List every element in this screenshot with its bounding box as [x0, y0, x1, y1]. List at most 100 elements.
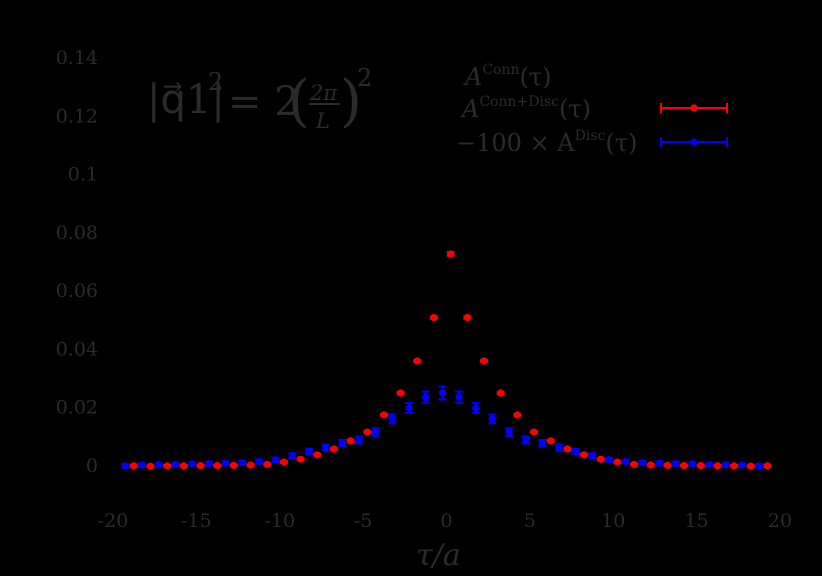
- x-tick-label: 0: [440, 510, 452, 532]
- data-point: [530, 428, 538, 436]
- annotation-close-paren: ): [340, 69, 362, 134]
- data-point: [280, 458, 288, 466]
- y-tick-label: 0.04: [56, 338, 98, 360]
- data-point: [705, 460, 713, 469]
- x-tick-label: 10: [601, 510, 625, 532]
- legend-marker: [660, 103, 728, 113]
- series-conn-plus-disc: [129, 250, 772, 470]
- data-point: [313, 451, 321, 459]
- data-point: [555, 443, 563, 452]
- legend: AConn(τ) AConn+Disc(τ) −100 × ADisc(τ): [456, 62, 728, 157]
- data-point: [713, 462, 722, 470]
- y-tick-label: 0.06: [56, 280, 98, 302]
- data-point: [730, 462, 738, 470]
- data-point: [438, 389, 446, 397]
- data-point: [755, 462, 763, 470]
- x-tick-label: -10: [264, 510, 295, 532]
- data-point: [488, 415, 496, 423]
- data-point: [213, 461, 221, 470]
- data-point: [580, 451, 588, 459]
- annotation-lhs: |q⃗1|: [147, 77, 225, 123]
- data-point: [622, 457, 630, 466]
- data-point: [405, 404, 413, 412]
- data-point: [497, 389, 505, 397]
- data-point: [188, 460, 196, 468]
- annotation-rhs-exponent: 2: [357, 64, 372, 92]
- data-point: [688, 460, 697, 468]
- data-point: [538, 439, 546, 447]
- legend-label: AConn(τ): [463, 62, 552, 91]
- legend-marker: [660, 71, 728, 81]
- annotation-fraction-numerator: 2π: [309, 81, 338, 105]
- data-point: [455, 393, 463, 401]
- data-point: [613, 458, 622, 466]
- data-point: [463, 313, 471, 322]
- data-point: [763, 462, 772, 470]
- data-point: [230, 461, 238, 469]
- data-point: [647, 461, 655, 469]
- data-point: [338, 439, 346, 447]
- data-point: [738, 461, 747, 469]
- y-tick-label: 0.14: [56, 47, 98, 69]
- data-point: [680, 461, 688, 470]
- y-axis-ticks: 0 0.02 0.04 0.06 0.08 0.1 0.12 0.14: [56, 47, 98, 477]
- data-point: [330, 445, 338, 453]
- data-point: [271, 456, 280, 464]
- data-point: [630, 460, 638, 469]
- annotation-lhs-exponent: 2: [208, 68, 223, 96]
- data-point: [238, 459, 246, 467]
- series-disc: [121, 385, 764, 470]
- data-point: [588, 452, 597, 460]
- data-point: [697, 461, 705, 470]
- momentum-annotation: |q⃗1| 2 = 2 ( 2π L ) 2: [147, 64, 372, 134]
- x-tick-label: 5: [524, 510, 536, 532]
- data-point: [138, 461, 146, 469]
- data-point: [522, 436, 530, 444]
- legend-label: −100 × ADisc(τ): [456, 128, 637, 157]
- data-point: [121, 462, 130, 470]
- annotation-equals: = 2: [228, 79, 300, 125]
- data-point: [155, 461, 163, 469]
- data-point: [672, 459, 680, 468]
- data-series: [121, 250, 772, 470]
- data-point: [655, 459, 663, 467]
- legend-label: AConn+Disc(τ): [460, 94, 591, 123]
- data-point: [288, 452, 296, 460]
- data-point: [263, 460, 271, 469]
- data-point: [146, 462, 155, 470]
- y-tick-label: 0.02: [56, 397, 98, 419]
- data-point: [722, 461, 730, 469]
- data-point: [422, 393, 430, 401]
- data-point: [480, 357, 488, 365]
- data-point: [572, 447, 580, 455]
- data-point: [747, 462, 755, 470]
- data-point: [513, 411, 521, 419]
- x-tick-label: 20: [768, 510, 792, 532]
- data-point: [163, 462, 171, 470]
- x-axis-ticks: -20 -15 -10 -5 0 5 10 15 20: [98, 510, 792, 532]
- data-point: [447, 250, 455, 258]
- annotation-open-paren: (: [288, 69, 310, 134]
- x-tick-label: -15: [181, 510, 212, 532]
- data-point: [380, 411, 388, 419]
- data-point: [388, 415, 396, 423]
- data-point: [638, 459, 647, 467]
- data-point: [205, 459, 213, 468]
- data-point: [255, 457, 263, 466]
- data-point: [430, 313, 438, 322]
- data-point: [372, 428, 380, 436]
- data-point: [246, 461, 255, 469]
- data-point: [221, 459, 230, 467]
- data-point: [597, 455, 605, 463]
- annotation-fraction-denominator: L: [315, 109, 330, 133]
- data-point: [505, 428, 513, 436]
- data-point: [663, 461, 672, 469]
- data-point: [563, 445, 571, 453]
- data-point: [347, 437, 355, 445]
- data-point: [363, 428, 371, 436]
- data-point: [605, 456, 613, 464]
- x-tick-label: -20: [98, 510, 129, 532]
- data-point: [196, 461, 205, 470]
- y-tick-label: 0.12: [56, 105, 98, 127]
